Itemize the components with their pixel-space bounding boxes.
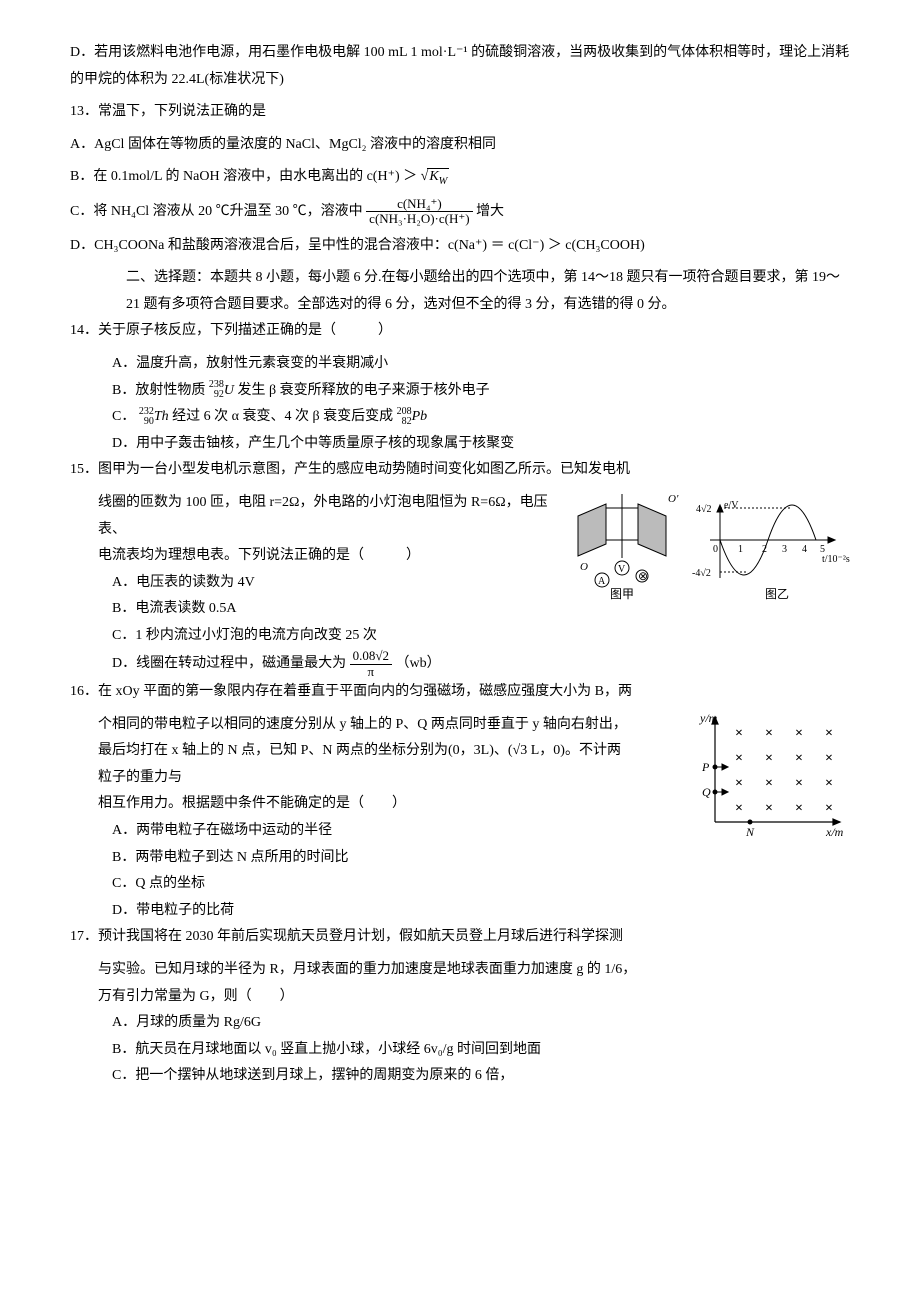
q17-stem-3: 万有引力常量为 G，则（ ） <box>70 984 850 1011</box>
q13-opt-b: B．在 0.1mol/L 的 NaOH 溶液中，由水电离出的 c(H⁺) ＞ K… <box>70 164 850 191</box>
q17-opt-a: A．月球的质量为 Rg/6G <box>70 1010 850 1037</box>
svg-text:N: N <box>745 825 755 839</box>
svg-text:A: A <box>598 576 606 587</box>
fraction: c(NH₄⁺) c(NH₃·H₂O)·c(H⁺) <box>366 197 472 227</box>
q14-stem: 14．关于原子核反应，下列描述正确的是（ ） <box>70 318 850 345</box>
q16-figure: × × × × × × × × × × × × × × × × y/m P Q N x/m <box>690 712 850 863</box>
q13-opt-d: D．CH₃COONa 和盐酸两溶液混合后，呈中性的混合溶液中：c(Na⁺) ＝ … <box>70 233 850 260</box>
q14-c-mid: 经过 6 次 α 衰变、4 次 β 衰变后变成 <box>172 409 396 424</box>
q16-stem-3: 粒子的重力与 <box>70 765 680 792</box>
q15-opt-a: A．电压表的读数为 4V <box>70 570 560 597</box>
svg-text:2: 2 <box>762 544 767 555</box>
q15-d-pre: D．线圈在转动过程中，磁通量最大为 <box>112 656 346 671</box>
q13-b-text: B．在 0.1mol/L 的 NaOH 溶液中，由水电离出的 c(H⁺) ＞ <box>70 169 417 184</box>
q14-opt-a: A．温度升高，放射性元素衰变的半衰期减小 <box>70 351 850 378</box>
svg-text:O': O' <box>668 493 679 505</box>
q16-opt-c: C．Q 点的坐标 <box>70 871 680 898</box>
generator-and-graph-icon: O' V A ⊗ O 图甲 4√2 -4√2 <box>570 490 850 600</box>
kw-text: KW <box>429 169 447 184</box>
q17-stem-1: 17．预计我国将在 2030 年前后实现航天员登月计划，假如航天员登上月球后进行… <box>70 924 850 951</box>
svg-text:-4√2: -4√2 <box>692 568 711 579</box>
svg-text:4: 4 <box>802 544 807 555</box>
svg-text:O: O <box>580 561 588 573</box>
svg-text:1: 1 <box>738 544 743 555</box>
svg-text:Q: Q <box>702 785 711 799</box>
fraction: 0.08√2 π <box>350 649 392 679</box>
q15-opt-d: D．线圈在转动过程中，磁通量最大为 0.08√2 π （wb） <box>70 649 560 679</box>
svg-text:×: × <box>765 751 773 766</box>
q12-opt-d: D．若用该燃料电池作电源，用石墨作电极电解 100 mL 1 mol·L⁻¹ 的… <box>70 40 850 93</box>
q13-opt-c: C．将 NH₄Cl 溶液从 20 ℃升温至 30 ℃，溶液中 c(NH₄⁺) c… <box>70 197 850 227</box>
frac-den: π <box>350 665 392 679</box>
fig15b-label: 图乙 <box>765 587 789 601</box>
q13-stem: 13．常温下，下列说法正确的是 <box>70 99 850 126</box>
q15-stem-1: 15．图甲为一台小型发电机示意图，产生的感应电动势随时间变化如图乙所示。已知发电… <box>70 457 850 484</box>
q14-opt-c: C． 232 90 Th 经过 6 次 α 衰变、4 次 β 衰变后变成 208… <box>70 404 850 431</box>
svg-text:P: P <box>701 760 710 774</box>
svg-text:×: × <box>735 726 743 741</box>
svg-text:0: 0 <box>713 544 718 555</box>
q14-c-pre: C． <box>112 409 135 424</box>
frac-num: 0.08√2 <box>350 649 392 664</box>
q16-opt-d: D．带电粒子的比荷 <box>70 898 680 925</box>
svg-text:×: × <box>825 776 833 791</box>
svg-text:t/10⁻²s: t/10⁻²s <box>822 554 850 565</box>
q15-stem-2: 线圈的匝数为 100 匝，电阻 r=2Ω，外电路的小灯泡电阻恒为 R=6Ω，电压… <box>70 490 560 543</box>
atom-num: 92 <box>209 390 224 400</box>
q16-opt-b: B．两带电粒子到达 N 点所用的时间比 <box>70 845 680 872</box>
q13-c-post: 增大 <box>476 204 504 219</box>
q13-c-pre: C．将 NH₄Cl 溶液从 20 ℃升温至 30 ℃，溶液中 <box>70 204 363 219</box>
atom-num: 90 <box>139 417 154 427</box>
svg-text:×: × <box>735 776 743 791</box>
svg-text:×: × <box>825 801 833 816</box>
svg-text:×: × <box>825 726 833 741</box>
svg-text:y/m: y/m <box>699 711 718 725</box>
q15-d-post: （wb） <box>396 656 441 671</box>
magnetic-field-diagram-icon: × × × × × × × × × × × × × × × × y/m P Q N x/m <box>690 712 850 852</box>
q14-opt-d: D．用中子轰击铀核，产生几个中等质量原子核的现象属于核聚变 <box>70 431 850 458</box>
svg-text:×: × <box>825 751 833 766</box>
q16-stem-2a: 个相同的带电粒子以相同的速度分别从 y 轴上的 P、Q 两点同时垂直于 y 轴向… <box>70 712 680 739</box>
element-th: Th <box>154 409 169 424</box>
svg-text:×: × <box>795 801 803 816</box>
q16-stem-2b: 最后均打在 x 轴上的 N 点，已知 P、N 两点的坐标分别为(0，3L)、(√… <box>70 738 680 765</box>
svg-text:×: × <box>795 726 803 741</box>
svg-text:×: × <box>765 726 773 741</box>
element-u: U <box>224 383 234 398</box>
svg-text:3: 3 <box>782 544 787 555</box>
frac-den: c(NH₃·H₂O)·c(H⁺) <box>366 212 472 226</box>
q14-b-post: 发生 β 衰变所释放的电子来源于核外电子 <box>237 383 489 398</box>
q14-b-pre: B．放射性物质 <box>112 383 209 398</box>
q17-stem-2: 与实验。已知月球的半径为 R，月球表面的重力加速度是地球表面重力加速度 g 的 … <box>70 957 850 984</box>
q16-stem-1: 16．在 xOy 平面的第一象限内存在着垂直于平面向内的匀强磁场，磁感应强度大小… <box>70 679 850 706</box>
svg-text:4√2: 4√2 <box>696 504 712 515</box>
atom-num: 82 <box>397 417 412 427</box>
svg-text:×: × <box>795 776 803 791</box>
fig15a-label: 图甲 <box>610 587 634 601</box>
q17-opt-c: C．把一个摆钟从地球送到月球上，摆钟的周期变为原来的 6 倍， <box>70 1063 850 1090</box>
q16-opt-a: A．两带电粒子在磁场中运动的半径 <box>70 818 680 845</box>
q15-opt-c: C．1 秒内流过小灯泡的电流方向改变 25 次 <box>70 623 560 650</box>
q15-stem-3: 电流表均为理想电表。下列说法正确的是（ ） <box>70 543 560 570</box>
svg-text:⊗: ⊗ <box>638 569 648 583</box>
element-pb: Pb <box>412 409 428 424</box>
q13-opt-a: A．AgCl 固体在等物质的量浓度的 NaCl、MgCl₂ 溶液中的溶度积相同 <box>70 132 850 159</box>
q14-opt-b: B．放射性物质 238 92 U 发生 β 衰变所释放的电子来源于核外电子 <box>70 378 850 405</box>
q15-opt-b: B．电流表读数 0.5A <box>70 596 560 623</box>
svg-text:×: × <box>735 751 743 766</box>
frac-num: c(NH₄⁺) <box>366 197 472 212</box>
svg-text:×: × <box>765 801 773 816</box>
svg-text:×: × <box>765 776 773 791</box>
svg-text:×: × <box>735 801 743 816</box>
svg-text:e/V: e/V <box>724 500 739 511</box>
svg-text:V: V <box>618 564 626 575</box>
svg-text:×: × <box>795 751 803 766</box>
q16-stem-4: 相互作用力。根据题中条件不能确定的是（ ） <box>70 791 680 818</box>
svg-text:x/m: x/m <box>825 825 844 839</box>
q17-opt-b: B．航天员在月球地面以 v₀ 竖直上抛小球，小球经 6v₀/g 时间回到地面 <box>70 1037 850 1064</box>
section2-heading: 二、选择题：本题共 8 小题，每小题 6 分.在每小题给出的四个选项中，第 14… <box>70 265 850 318</box>
q15-figures: O' V A ⊗ O 图甲 4√2 -4√2 <box>570 490 850 611</box>
